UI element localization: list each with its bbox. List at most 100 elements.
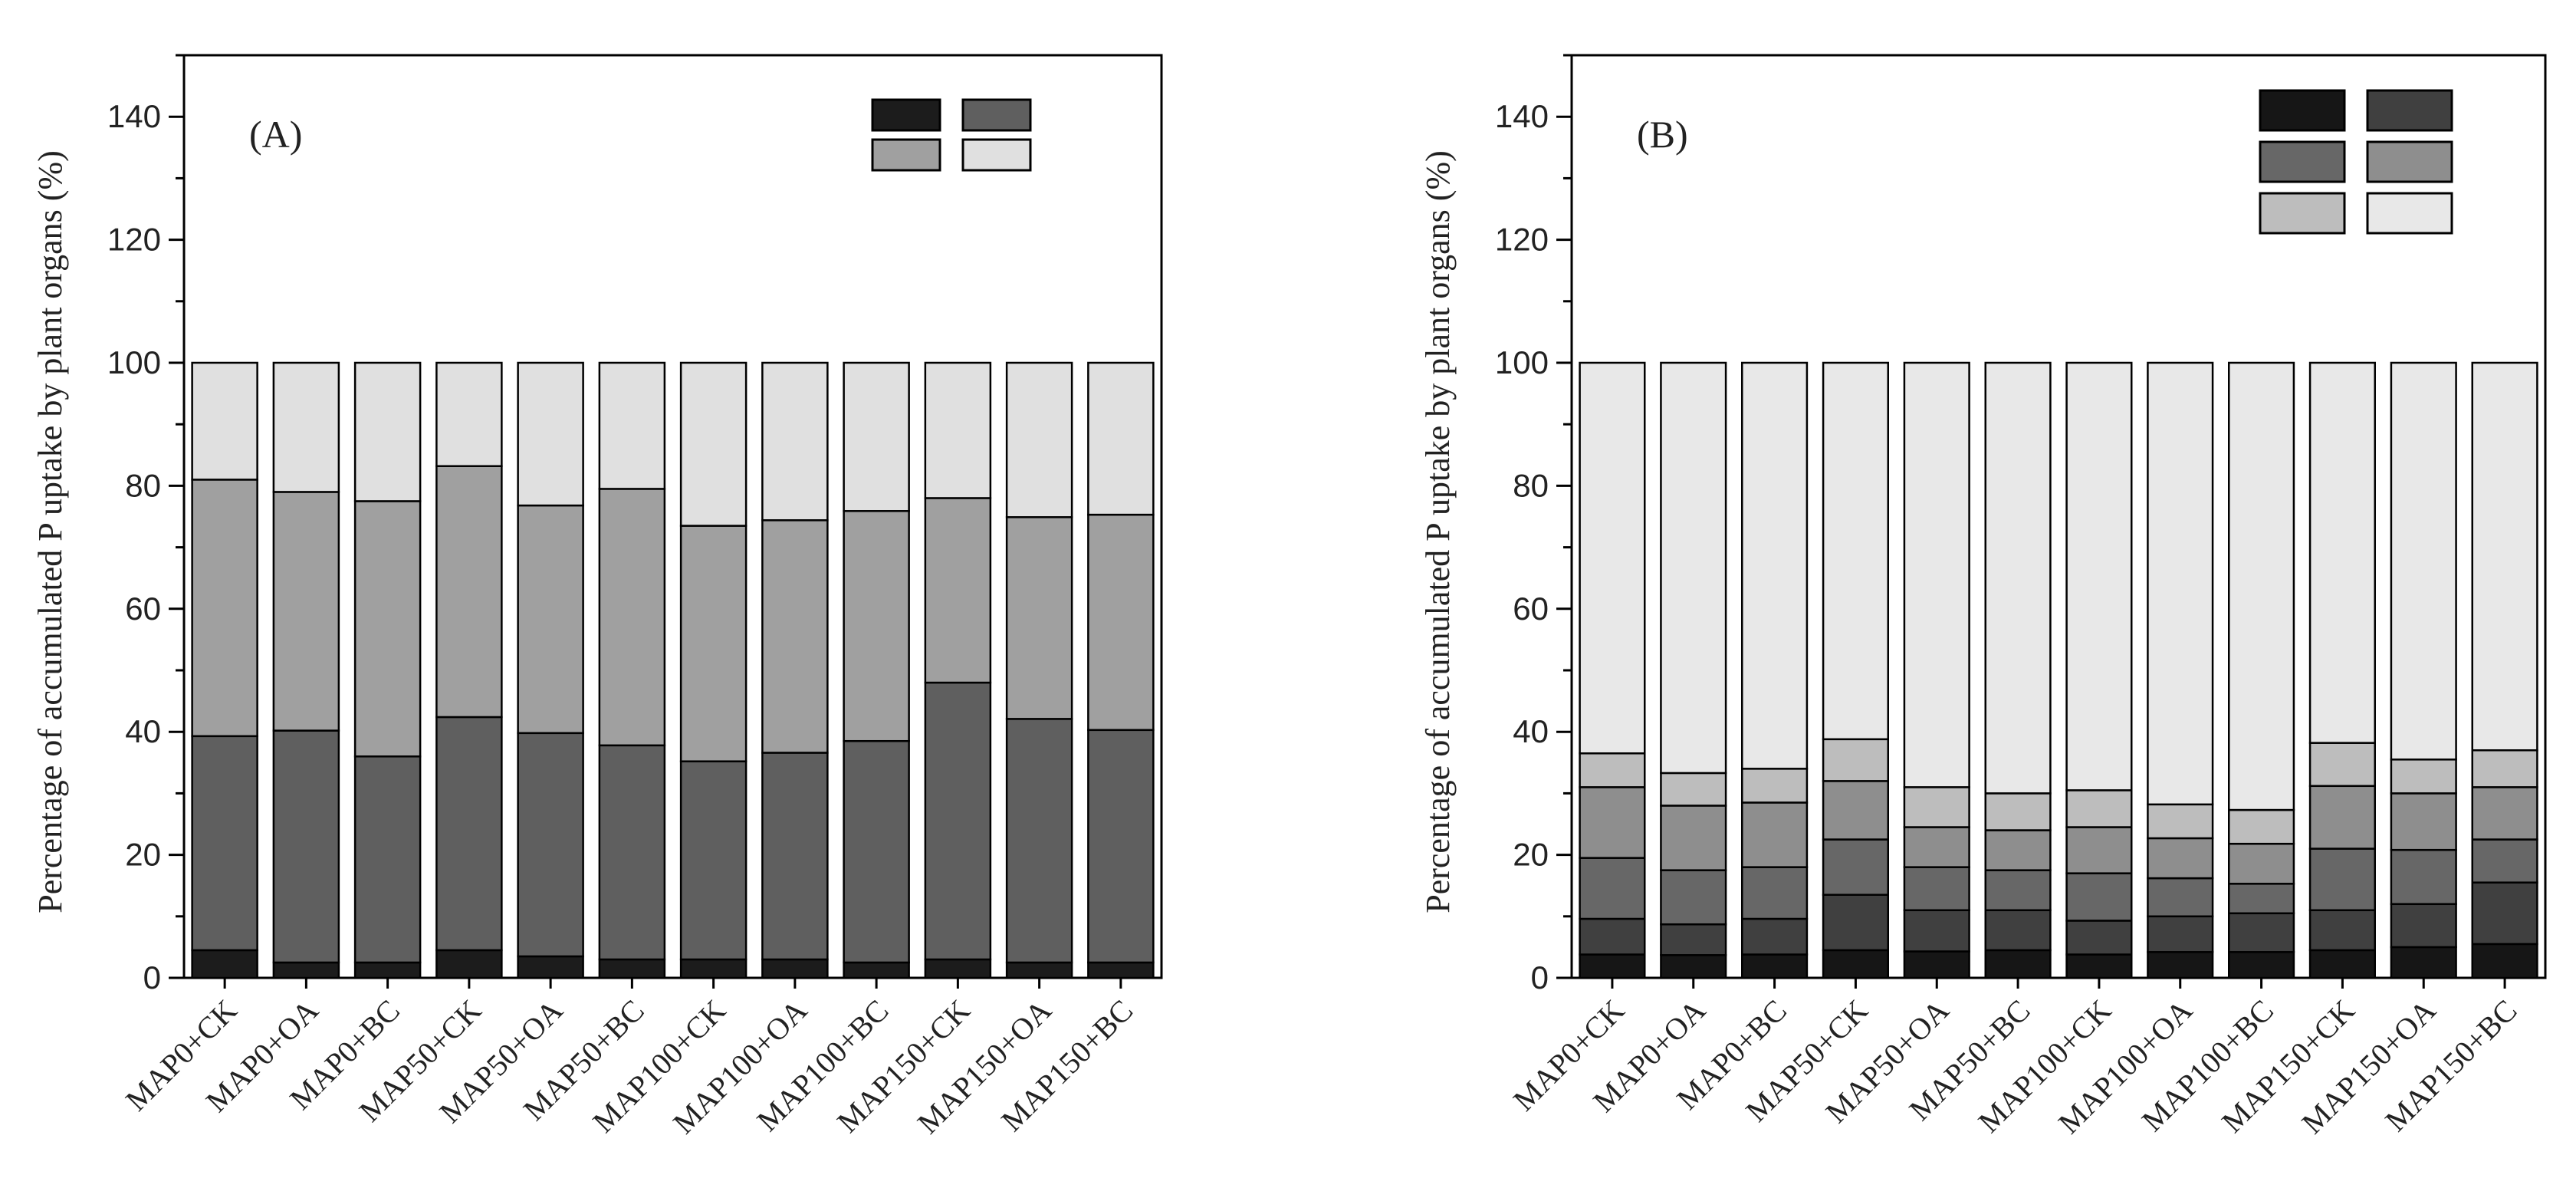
y-tick-label: 60 <box>125 591 161 627</box>
bar-segment-3 <box>1660 869 1727 926</box>
panel-label: (B) <box>1637 113 1688 156</box>
bar-segment-3 <box>761 519 829 754</box>
bar-segment-3 <box>353 500 422 758</box>
bar-segment-1 <box>924 958 992 979</box>
bar-segment-3 <box>598 488 666 747</box>
bar-segment-1 <box>1984 949 2052 979</box>
y-tick-label: 0 <box>1531 959 1549 995</box>
bar-segment-4 <box>2065 826 2133 874</box>
bar-segment-4 <box>2308 785 2376 850</box>
bar-segment-2 <box>1903 909 1970 953</box>
bar-segment-3 <box>1741 866 1809 920</box>
bar-segment-1 <box>1741 953 1809 979</box>
legend-swatch-3 <box>2259 140 2346 183</box>
bar-segment-2 <box>435 716 503 952</box>
bar-segment-1 <box>435 949 503 979</box>
bar-segment-1 <box>2471 943 2538 979</box>
bar-segment-4 <box>761 361 829 522</box>
y-tick-label: 100 <box>107 344 161 380</box>
y-tick-label: 140 <box>1495 98 1549 134</box>
bar-segment-5 <box>2471 749 2538 788</box>
bar-segment-3 <box>1822 838 1889 896</box>
panel-label: (A) <box>249 113 302 156</box>
y-tick-label: 40 <box>125 713 161 749</box>
bar-segment-4 <box>435 361 503 467</box>
legend-swatch-3 <box>871 138 941 172</box>
bar-segment-1 <box>1822 949 1889 979</box>
bar-segment-3 <box>1903 866 1970 912</box>
bar-segment-4 <box>924 361 992 499</box>
bar-segment-4 <box>2471 786 2538 841</box>
bar-segment-3 <box>2471 838 2538 884</box>
bar-segment-4 <box>2228 842 2295 885</box>
bar-segment-1 <box>272 961 340 979</box>
bar-segment-5 <box>1579 752 1646 788</box>
bar-segment-1 <box>761 958 829 979</box>
legend-swatch-1 <box>2259 89 2346 132</box>
bar-segment-2 <box>2147 915 2214 953</box>
bar-segment-5 <box>2147 803 2214 840</box>
y-tick-label: 100 <box>1495 344 1549 380</box>
y-tick-label: 20 <box>1513 837 1549 873</box>
bar-segment-1 <box>1660 954 1727 979</box>
bar-segment-2 <box>598 744 666 961</box>
bar-segment-6 <box>2228 361 2295 811</box>
bar-segment-4 <box>843 361 910 512</box>
y-tick-label: 60 <box>1513 591 1549 627</box>
bar-segment-3 <box>2147 877 2214 918</box>
chart-panel-a: 0 20 40 60 80 100 120 140 Percentage of accumula… <box>31 54 1163 1140</box>
bar-segment-2 <box>1579 917 1646 956</box>
bar-segment-3 <box>191 479 258 738</box>
y-tick-label: 120 <box>107 222 161 258</box>
bar-segment-2 <box>1005 718 1073 964</box>
y-tick-label: 40 <box>1513 713 1549 749</box>
bar-segment-6 <box>2390 361 2457 761</box>
bar-segment-4 <box>598 361 666 490</box>
bar-segment-2 <box>272 729 340 964</box>
bar-segment-6 <box>2308 361 2376 744</box>
legend-swatch-1 <box>871 98 941 132</box>
bar-segment-2 <box>2390 903 2457 949</box>
y-tick-label: 120 <box>1495 222 1549 258</box>
y-tick-label: 80 <box>1513 467 1549 503</box>
bar-segment-4 <box>1660 805 1727 871</box>
bar-segment-1 <box>353 961 422 979</box>
bar-segment-2 <box>1660 923 1727 956</box>
bar-segment-2 <box>924 681 992 961</box>
bar-segment-1 <box>1087 961 1155 979</box>
bar-segment-4 <box>272 361 340 493</box>
bar-segment-4 <box>1579 786 1646 859</box>
bar-segment-3 <box>517 504 584 735</box>
bar-segment-4 <box>2390 792 2457 851</box>
bar-segment-1 <box>679 958 748 979</box>
bar-segment-2 <box>353 755 422 964</box>
bar-segment-5 <box>1660 772 1727 807</box>
bar-segment-1 <box>2147 951 2214 979</box>
bar-segment-1 <box>2390 946 2457 979</box>
bar-segment-4 <box>517 361 584 507</box>
bar-segment-3 <box>1087 513 1155 732</box>
bar-segment-4 <box>2147 837 2214 880</box>
bar-segment-4 <box>191 361 258 481</box>
bar-segment-3 <box>1984 869 2052 912</box>
bar-segment-1 <box>2228 951 2295 979</box>
bar-segment-1 <box>2065 953 2133 979</box>
bar-segment-1 <box>843 961 910 979</box>
y-tick-label: 140 <box>107 98 161 134</box>
legend-swatch-2 <box>961 98 1032 132</box>
legend-swatch-4 <box>961 138 1032 172</box>
bar-segment-5 <box>1741 768 1809 804</box>
bar-segment-4 <box>1822 780 1889 841</box>
bar-segment-1 <box>598 958 666 979</box>
bar-segment-6 <box>1579 361 1646 755</box>
legend-swatch-4 <box>2366 140 2453 183</box>
bar-segment-3 <box>924 497 992 684</box>
bar-segment-1 <box>1903 950 1970 979</box>
bar-segment-5 <box>2228 808 2295 845</box>
y-axis-title: Percentage of accumulated P uptake by pl… <box>31 150 69 913</box>
bar-segment-1 <box>2308 949 2376 979</box>
bar-segment-4 <box>1984 829 2052 871</box>
bar-segment-6 <box>1984 361 2052 795</box>
bar-segment-6 <box>2147 361 2214 806</box>
